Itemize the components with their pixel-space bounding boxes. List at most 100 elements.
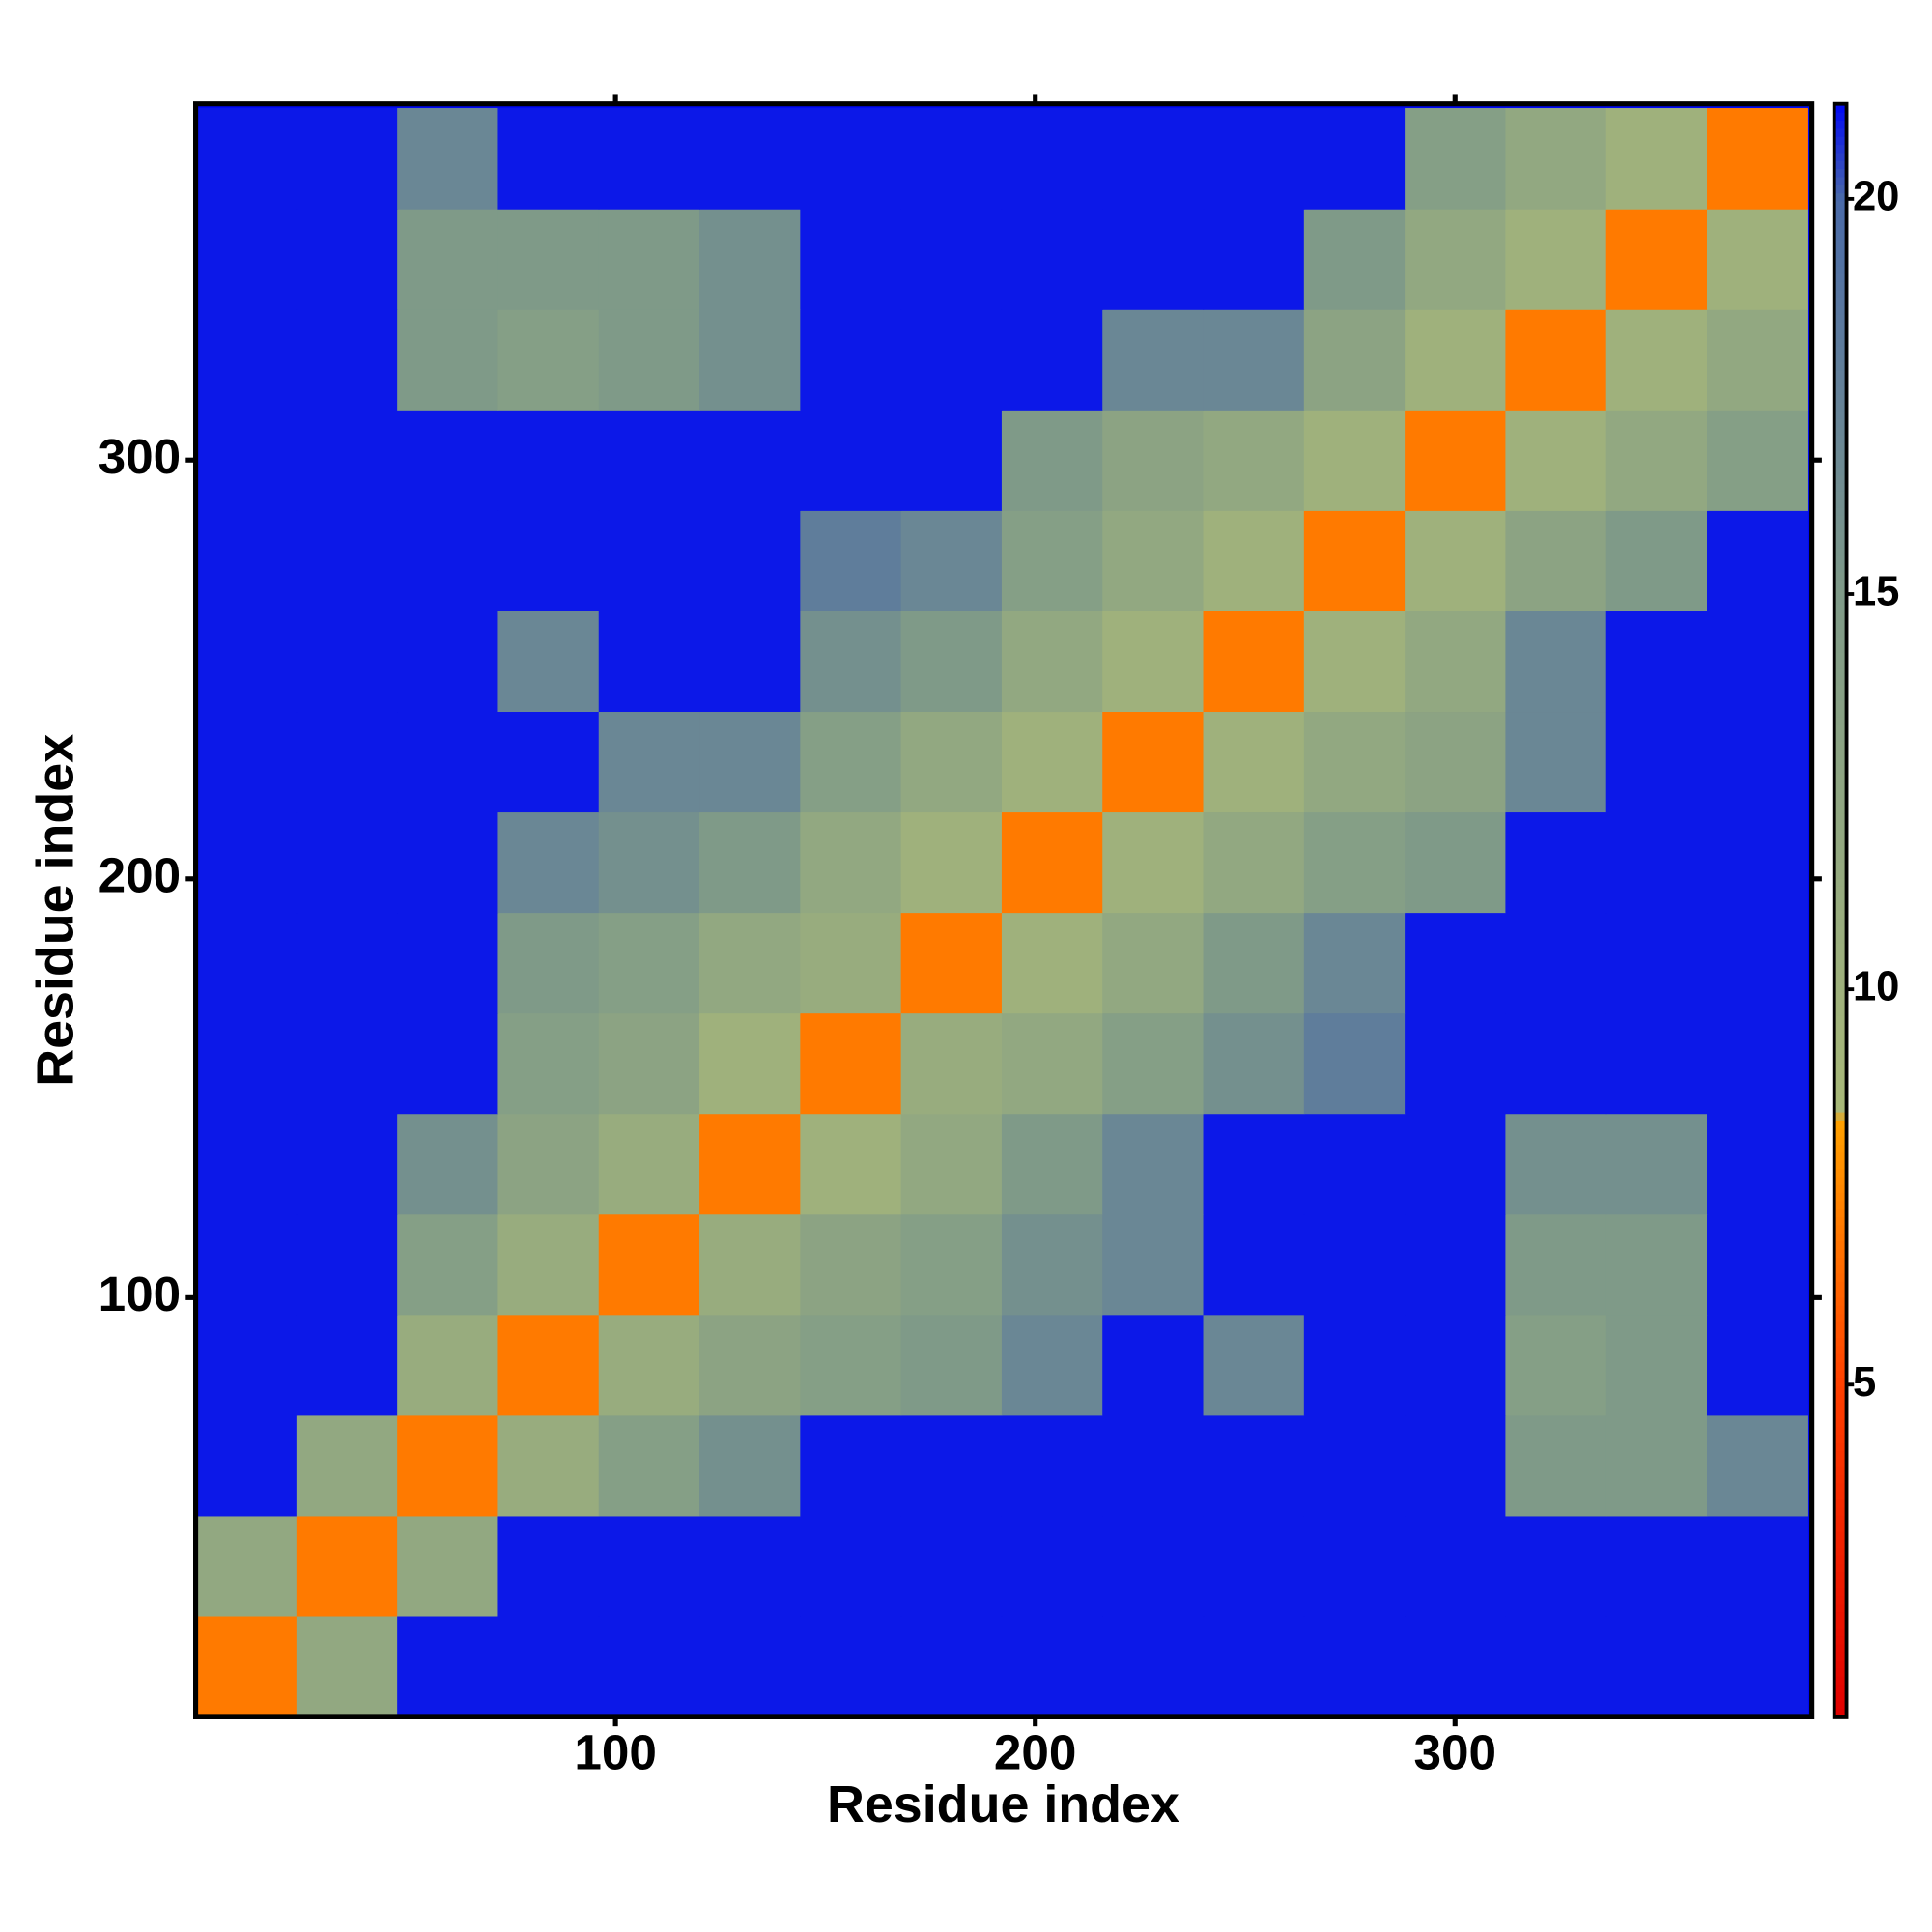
colorbar-segment	[1833, 1700, 1847, 1710]
heatmap-cell	[296, 811, 398, 914]
heatmap-cell	[598, 1314, 700, 1416]
colorbar-segment	[1833, 474, 1847, 484]
heatmap-cell	[1706, 1213, 1808, 1316]
heatmap-cell	[296, 611, 398, 713]
colorbar-segment	[1833, 482, 1847, 492]
heatmap-cell	[1505, 711, 1607, 813]
heatmap-cell	[800, 108, 902, 210]
heatmap-cell	[195, 309, 298, 411]
heatmap-cell	[1303, 309, 1406, 411]
colorbar-segment	[1833, 652, 1847, 662]
heatmap-cell	[1605, 711, 1708, 813]
colorbar-segment	[1833, 869, 1847, 879]
heatmap-cell	[1405, 1314, 1507, 1416]
heatmap-cell	[195, 811, 298, 914]
colorbar-segment	[1833, 749, 1847, 758]
plot-frame	[193, 101, 1815, 1719]
heatmap-cell	[497, 510, 600, 611]
heatmap-cell	[598, 410, 700, 511]
heatmap-cell	[1102, 209, 1205, 310]
colorbar-segment	[1833, 1305, 1847, 1315]
colorbar-segment	[1833, 643, 1847, 653]
colorbar-segment	[1833, 1329, 1847, 1339]
heatmap-cell	[1001, 1414, 1103, 1517]
heatmap-cell	[497, 108, 600, 210]
colorbar-segment	[1833, 1547, 1847, 1556]
heatmap-cell	[1303, 1414, 1406, 1517]
heatmap-cell	[1605, 811, 1708, 914]
heatmap-cell	[1605, 108, 1708, 210]
colorbar-segment	[1833, 103, 1847, 113]
heatmap-cell	[1303, 1615, 1406, 1718]
heatmap-cell	[1001, 108, 1103, 210]
colorbar-segment	[1833, 1224, 1847, 1234]
heatmap-cell	[1203, 510, 1305, 611]
heatmap-cell	[900, 108, 1003, 210]
colorbar-segment	[1833, 1200, 1847, 1209]
colorbar-segment	[1833, 1257, 1847, 1266]
colorbar-segment	[1833, 523, 1847, 532]
colorbar-segment	[1833, 692, 1847, 701]
heatmap-cell	[397, 209, 499, 310]
heatmap-cell	[800, 209, 902, 310]
colorbar-segment	[1833, 741, 1847, 751]
colorbar-segment	[1833, 1450, 1847, 1460]
heatmap-cell	[1102, 611, 1205, 713]
heatmap-cell	[800, 510, 902, 611]
heatmap-cell	[195, 1314, 298, 1416]
colorbar-segment	[1833, 813, 1847, 823]
colorbar-segment	[1833, 257, 1847, 267]
heatmap-cell	[800, 1113, 902, 1215]
heatmap-cell	[1505, 611, 1607, 713]
heatmap-cell	[1605, 1213, 1708, 1316]
colorbar-segment	[1833, 313, 1847, 323]
colorbar-segment	[1833, 1426, 1847, 1435]
colorbar-segment	[1833, 684, 1847, 694]
colorbar-segment	[1833, 894, 1847, 903]
colorbar-segment	[1833, 1474, 1847, 1484]
colorbar-segment	[1833, 951, 1847, 960]
colorbar-segment	[1833, 700, 1847, 710]
heatmap-cell	[800, 1515, 902, 1617]
x-axis-label: Residue index	[827, 1776, 1179, 1833]
heatmap-cell	[900, 410, 1003, 511]
heatmap-cell	[1605, 1314, 1708, 1416]
colorbar-segment	[1833, 918, 1847, 927]
heatmap-cell	[397, 1414, 499, 1517]
colorbar-segment	[1833, 1111, 1847, 1121]
colorbar-segment	[1833, 555, 1847, 565]
colorbar-segment	[1833, 507, 1847, 516]
heatmap-cell	[1505, 1113, 1607, 1215]
heatmap-cell	[699, 1414, 801, 1517]
heatmap-cell	[1203, 711, 1305, 813]
colorbar-segment	[1833, 361, 1847, 371]
colorbar-segment	[1833, 660, 1847, 669]
heatmap-cell	[1505, 1414, 1607, 1517]
heatmap-cell	[1706, 811, 1808, 914]
colorbar-segment	[1833, 1337, 1847, 1347]
colorbar-segment	[1833, 805, 1847, 814]
colorbar-segment	[1833, 1063, 1847, 1072]
colorbar-segment	[1833, 611, 1847, 621]
colorbar-segment	[1833, 515, 1847, 525]
colorbar-segment	[1833, 450, 1847, 460]
colorbar-segment	[1833, 1233, 1847, 1242]
heatmap-cell	[900, 811, 1003, 914]
heatmap-cell	[699, 1213, 801, 1316]
colorbar-segment	[1833, 966, 1847, 976]
colorbar-segment	[1833, 676, 1847, 686]
colorbar-segment	[1833, 1103, 1847, 1113]
heatmap-cell	[195, 1213, 298, 1316]
heatmap-cell	[1001, 1515, 1103, 1617]
heatmap-cell	[195, 912, 298, 1014]
heatmap-cell	[397, 1515, 499, 1617]
heatmap-cell	[900, 1113, 1003, 1215]
heatmap-cell	[1405, 1414, 1507, 1517]
colorbar-segment	[1833, 491, 1847, 500]
colorbar-segment	[1833, 1434, 1847, 1443]
heatmap-cell	[699, 108, 801, 210]
heatmap-cell	[1303, 1113, 1406, 1215]
colorbar-segment	[1833, 168, 1847, 178]
colorbar-segment	[1833, 354, 1847, 363]
